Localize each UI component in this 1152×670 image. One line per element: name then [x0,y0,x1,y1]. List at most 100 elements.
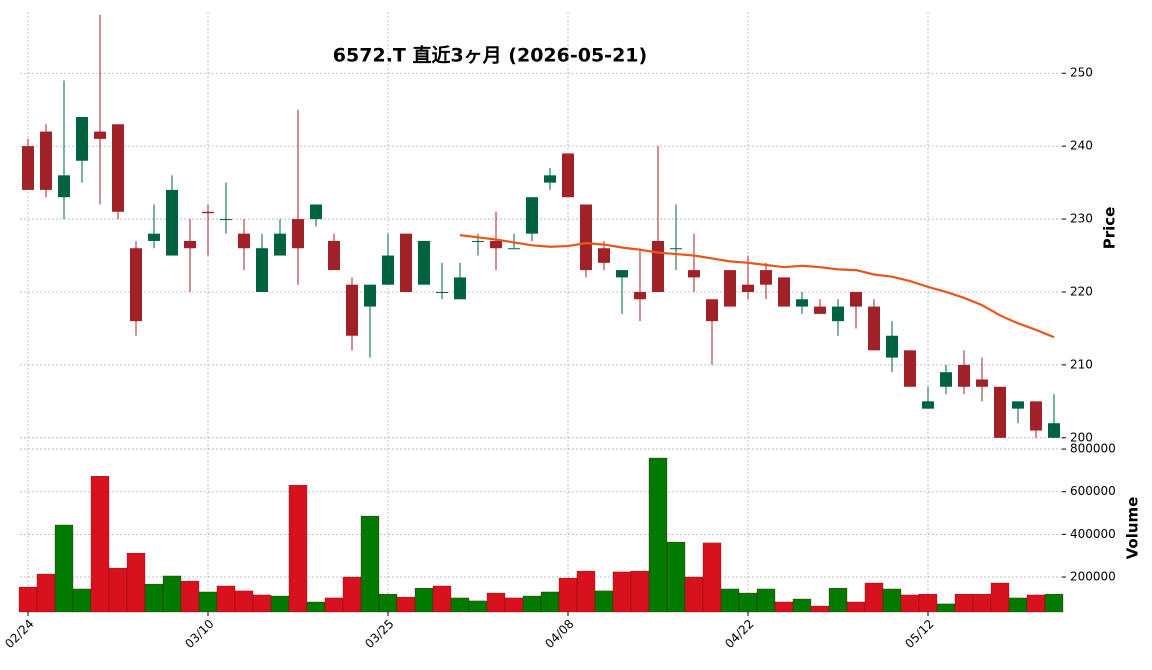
y-tick-label: 250 [1070,66,1093,80]
volume-bar [252,594,272,613]
candle-body [148,233,160,241]
volume-bar [918,593,938,613]
volume-bar [792,598,812,613]
candle-body [832,306,844,322]
y-tick-label: 220 [1070,284,1093,298]
candle-body [1048,423,1060,438]
volume-bar [270,595,290,613]
y-axis-label: Price [1101,207,1119,250]
candle-body [1030,401,1042,431]
volume-bar [702,542,722,613]
volume-bar [414,587,434,613]
candle-body [274,233,286,256]
volume-bar [576,570,596,613]
volume-bar [612,571,632,613]
candle-body [904,350,916,387]
candle-body [868,306,880,351]
candle-body [706,299,718,322]
volume-bar [216,585,236,613]
volume-bar [1008,597,1028,613]
candle-body [94,131,106,139]
candle-body [58,175,70,198]
y-tick-label: 200 [1070,430,1093,444]
candle-body [436,291,448,293]
x-tick-label: 02/24 [2,617,36,651]
volume-axis-label: Volume [1124,497,1142,560]
volume-bar [774,601,794,613]
candle-body [382,255,394,285]
volume-bar [1026,594,1046,613]
candle-body [454,277,466,300]
candle-body [994,386,1006,438]
volume-y-tick-label: 200000 [1070,570,1116,584]
x-tick-label: 03/25 [362,617,396,651]
candle-body [184,240,196,249]
candle-body [508,248,520,250]
volume-bar [324,597,344,613]
volume-bar [738,592,758,613]
candle-body [130,248,142,322]
candle-body [364,284,376,307]
volume-bar [342,576,362,613]
volume-bar [126,552,146,613]
volume-bar [630,570,650,613]
volume-bar [18,586,38,613]
volume-bar [882,588,902,613]
candle-body [22,146,34,190]
volume-y-tick-label: 400000 [1070,527,1116,541]
candle-body [220,219,232,221]
candle-body [886,335,898,358]
candle-body [472,240,484,242]
x-tick-label: 05/12 [902,617,936,651]
volume-bar [468,600,488,613]
candle-body [76,116,88,161]
candle-body [580,204,592,271]
volume-bar [36,573,56,613]
candle-body [922,401,934,409]
candle-body [940,372,952,387]
candle-body [256,248,268,292]
candle-body [526,197,538,234]
y-tick-label: 240 [1070,139,1093,153]
candle-body [670,248,682,250]
volume-bar [396,596,416,613]
volume-bar [594,590,614,613]
volume-bar [198,591,218,613]
candle-body [328,240,340,271]
volume-bar [360,515,380,613]
volume-bar [558,577,578,613]
candle-body [796,299,808,307]
volume-bar [900,594,920,613]
candle-body [616,270,628,278]
volume-bar [864,582,884,613]
volume-bar [972,593,992,613]
candle-body [688,270,700,278]
volume-bar [90,476,110,613]
volume-bar [108,567,128,613]
candle-body [166,189,178,256]
candle-body [562,153,574,198]
candle-body [310,204,322,220]
volume-bar [144,583,164,613]
candle-body [202,211,214,214]
x-tick-label: 03/10 [182,617,216,651]
candle-body [238,233,250,249]
candle-body [814,306,826,314]
volume-y-tick-label: 600000 [1070,484,1116,498]
volume-bar [486,592,506,613]
candle-body [418,240,430,285]
candle-body [850,291,862,307]
candle-body [652,240,664,292]
volume-bar [162,575,182,613]
chart-title: 6572.T 直近3ヶ月 (2026-05-21) [333,44,647,67]
volume-bar [504,597,524,613]
volume-bar [990,582,1010,613]
candle-body [958,364,970,387]
candle-body [112,124,124,212]
volume-bar [684,576,704,613]
volume-bar [54,524,74,613]
volume-bar [720,588,740,613]
volume-bar [72,588,92,613]
candle-body [634,291,646,300]
volume-bar [666,541,686,613]
